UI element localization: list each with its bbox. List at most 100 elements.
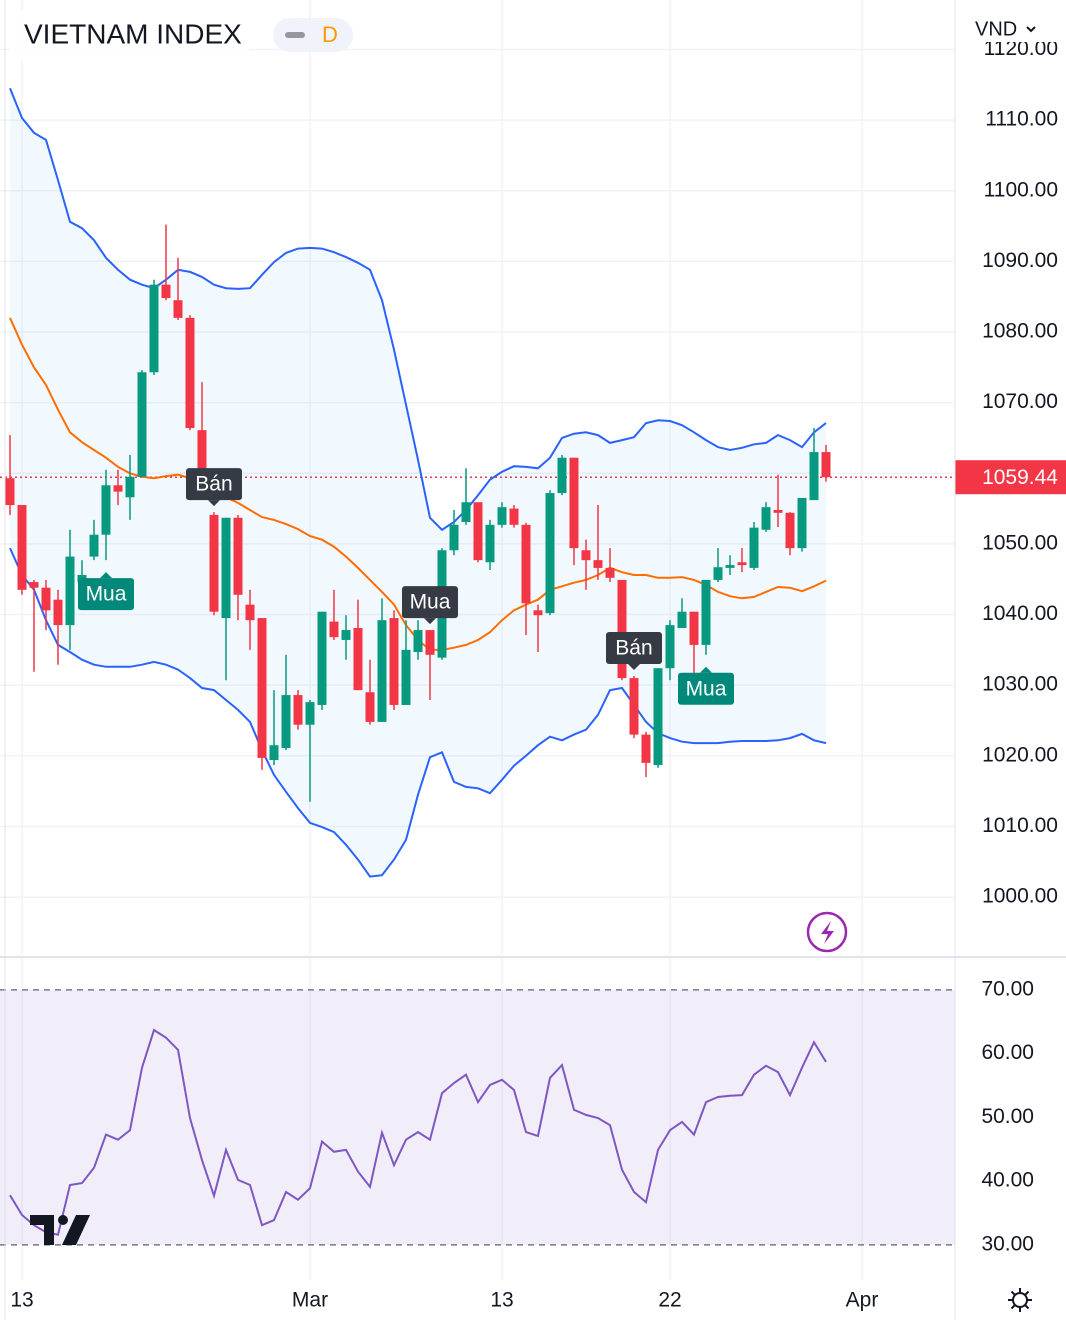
signal-label: Mua: [686, 677, 727, 700]
last-price-label: 1059.44: [982, 466, 1058, 489]
last-price-box: [955, 460, 1066, 495]
text-layer: 13 Mar 13 22 Apr 1000.00 1010.00 1020.00 1030.00…: [10, 37, 1066, 1312]
rsi-line: [9, 1028, 827, 1236]
y-tick-label: 1040.00: [982, 602, 1058, 625]
candle-body: [353, 627, 363, 691]
candle-body: [269, 745, 279, 761]
candle-body: [653, 668, 663, 765]
band-lower: [9, 547, 827, 878]
candle-body: [605, 567, 615, 578]
currency-chevron: [1026, 26, 1036, 33]
candle-body: [749, 527, 759, 568]
y-tick-label: 50.00: [981, 1105, 1034, 1128]
signal-pointer: [207, 500, 220, 507]
signal-flag[interactable]: Bán: [185, 468, 242, 507]
y-tick-label: 1120.00: [984, 37, 1058, 60]
candle-body: [365, 692, 375, 722]
candle-body: [737, 562, 747, 566]
candle-body: [329, 621, 339, 638]
y-tick-label: 1020.00: [982, 743, 1058, 766]
candle-body: [317, 611, 327, 705]
candle-body: [461, 502, 471, 523]
y-tick-label: 40.00: [981, 1169, 1034, 1192]
candle-body: [761, 507, 771, 530]
signal-box: [185, 468, 242, 501]
y-tick-label: 1110.00: [985, 108, 1058, 131]
gear-teeth: [1008, 1288, 1032, 1312]
candle-body: [221, 517, 231, 619]
signal-pointer: [423, 618, 436, 625]
signal-label: Bán: [615, 637, 652, 660]
signal-flag[interactable]: Bán: [605, 631, 662, 670]
currency-label[interactable]: VND: [975, 18, 1017, 40]
x-tick-label: 22: [658, 1289, 681, 1312]
candle-body: [341, 630, 351, 640]
candle-body: [257, 618, 267, 758]
candle-body: [809, 452, 819, 501]
candle-body: [629, 678, 639, 735]
candle-body: [521, 524, 531, 604]
candle-body: [65, 556, 75, 626]
logo-part: [62, 1215, 90, 1245]
candle-body: [785, 512, 795, 549]
y-tick-label: 1100.00: [984, 178, 1058, 201]
y-tick-label: 1090.00: [982, 249, 1058, 272]
candle-body: [149, 284, 159, 373]
x-tick-label: Mar: [292, 1289, 328, 1312]
candle-body: [161, 284, 171, 299]
symbol-title: VIETNAM INDEX: [24, 18, 242, 49]
signal-box: [605, 631, 662, 664]
signal-flag[interactable]: Mua: [677, 666, 734, 705]
settings-button[interactable]: [1008, 1288, 1032, 1312]
title-bg: [10, 10, 250, 60]
signal-pointer: [699, 666, 712, 673]
interval-label: D: [322, 22, 338, 47]
y-tick-label: 1030.00: [982, 673, 1058, 696]
candle-body: [113, 485, 123, 492]
candle-body: [449, 524, 459, 551]
y-tick-label: 70.00: [981, 977, 1034, 1000]
grid-layer: [0, 0, 955, 1280]
signal-flag[interactable]: Mua: [77, 572, 134, 611]
candle-body: [233, 517, 243, 595]
rsi-band-fill: [0, 989, 955, 1245]
y-tick-label: 1010.00: [982, 814, 1058, 837]
x-tick-label: 13: [490, 1289, 513, 1312]
candle-body: [473, 502, 483, 561]
x-tick-label: Apr: [846, 1289, 879, 1312]
candle-body: [533, 610, 543, 616]
candle-body: [41, 587, 51, 611]
signal-pointer: [99, 572, 112, 579]
candle-body: [773, 509, 783, 513]
candle-body: [569, 457, 579, 549]
band-upper: [9, 87, 827, 532]
candle-body: [53, 599, 63, 626]
signal-pointer: [627, 663, 640, 670]
y-tick-label: 1050.00: [982, 531, 1058, 554]
x-tick-label: 13: [10, 1289, 33, 1312]
candle-body: [641, 734, 651, 763]
candle-body: [713, 567, 723, 580]
y-tick-label: 1080.00: [982, 320, 1058, 343]
candle-body: [689, 611, 699, 645]
candle-body: [701, 579, 711, 645]
candle-body: [185, 317, 195, 429]
signal-flag[interactable]: Mua: [401, 586, 458, 625]
signal-box: [401, 586, 458, 619]
candle-body: [665, 625, 675, 669]
candle-body: [125, 476, 135, 498]
candle-body: [293, 695, 303, 725]
interval-pill[interactable]: [273, 18, 353, 52]
signal-label: Mua: [86, 583, 127, 606]
candle-body: [821, 452, 831, 478]
candle-body: [305, 702, 315, 725]
candle-body: [173, 300, 183, 318]
candle-body: [485, 524, 495, 563]
signal-box: [77, 578, 134, 611]
candle-body: [725, 565, 735, 568]
signal-label: Mua: [410, 591, 451, 614]
candle-body: [677, 611, 687, 628]
candle-body: [617, 579, 627, 679]
candle-body: [425, 630, 435, 655]
